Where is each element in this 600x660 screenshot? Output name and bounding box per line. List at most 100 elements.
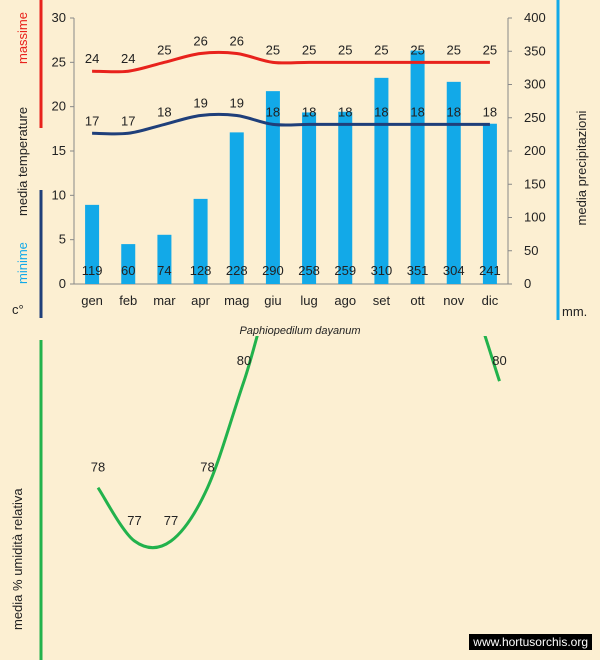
min-temp-label: 18 — [374, 104, 388, 119]
rain-bar — [482, 123, 497, 284]
right-tick-label: 200 — [524, 143, 546, 158]
x-tick-label: lug — [300, 293, 317, 308]
x-tick-label: dic — [482, 293, 499, 308]
left-tick-label: 10 — [52, 187, 66, 202]
rain-bar-label: 310 — [371, 263, 393, 278]
axis-label-minime: minime — [15, 242, 30, 284]
max-temp-label: 25 — [302, 42, 316, 57]
max-temp-label: 25 — [447, 42, 461, 57]
rain-bar-label: 228 — [226, 263, 248, 278]
max-temp-label: 25 — [410, 42, 424, 57]
left-unit-label: c° — [12, 302, 24, 317]
left-tick-label: 0 — [59, 276, 66, 291]
right-tick-label: 0 — [524, 276, 531, 291]
axis-label-massime: massime — [15, 12, 30, 64]
max-temp-label: 25 — [483, 42, 497, 57]
max-temp-label: 24 — [121, 51, 135, 66]
x-tick-label: ago — [334, 293, 356, 308]
humidity-data-labels: 787777788082818182838280 — [91, 353, 507, 528]
min-temp-line — [92, 112, 490, 136]
rain-bar — [85, 204, 100, 284]
right-axis-label: media precipitazioni — [574, 110, 589, 225]
rain-bar-label: 74 — [157, 263, 171, 278]
humidity-data-label: 80 — [237, 353, 251, 368]
max-temp-label: 26 — [230, 33, 244, 48]
rain-bar — [121, 244, 136, 284]
rain-bar — [338, 111, 353, 284]
rain-bar-label: 128 — [190, 263, 212, 278]
left-tick-label: 30 — [52, 10, 66, 25]
rain-bar — [193, 198, 208, 284]
max-temp-line — [92, 50, 490, 74]
rain-bar — [157, 234, 172, 284]
humidity-data-label: 80 — [492, 353, 506, 368]
rain-bars: 119 60 74 128 228 290 258 259 310 351 304 241 — [82, 50, 501, 285]
rain-bar-label: 304 — [443, 263, 465, 278]
rain-bar — [374, 77, 389, 284]
temperature-rain-panel: 0 5 10 15 20 25 30 0 50 100 150 200 250 300 350 400 11… — [12, 0, 589, 337]
x-tick-label: nov — [443, 293, 464, 308]
rain-bar — [229, 132, 244, 284]
min-temp-label: 17 — [121, 113, 135, 128]
rain-bar-label: 290 — [262, 263, 284, 278]
left-tick-label: 15 — [52, 143, 66, 158]
min-temp-label: 18 — [483, 104, 497, 119]
left-ticks: 0 5 10 15 20 25 30 — [52, 10, 74, 291]
max-temp-label: 25 — [338, 42, 352, 57]
left-tick-label: 20 — [52, 99, 66, 114]
x-tick-label: feb — [119, 293, 137, 308]
x-tick-label: apr — [191, 293, 210, 308]
rain-bar — [410, 50, 425, 285]
x-tick-label: gen — [81, 293, 103, 308]
rain-bar — [446, 81, 461, 284]
humidity-panel: media % umidità relativa 787777788082818… — [0, 336, 600, 660]
humidity-line — [96, 336, 501, 550]
x-tick-label: ott — [410, 293, 425, 308]
left-tick-label: 5 — [59, 232, 66, 247]
chart-title: Paphiopedilum dayanum — [239, 325, 361, 337]
right-tick-label: 150 — [524, 176, 546, 191]
min-temp-label: 18 — [266, 104, 280, 119]
x-tick-label: giu — [264, 293, 281, 308]
humidity-axis-label: media % umidità relativa — [10, 488, 25, 630]
rain-bar-label: 241 — [479, 263, 501, 278]
rain-bar — [302, 112, 317, 285]
rain-bar-label: 259 — [334, 263, 356, 278]
min-temp-label: 17 — [85, 113, 99, 128]
rain-bar-label: 351 — [407, 263, 429, 278]
x-tick-label: mar — [153, 293, 176, 308]
humidity-data-label: 78 — [91, 460, 105, 475]
max-temp-label: 25 — [157, 42, 171, 57]
min-temp-label: 19 — [193, 96, 207, 111]
temperature-rain-chart: 0 5 10 15 20 25 30 0 50 100 150 200 250 300 350 400 11… — [12, 0, 589, 320]
rain-bar — [265, 91, 280, 285]
min-temp-label: 18 — [157, 104, 171, 119]
right-tick-label: 350 — [524, 43, 546, 58]
right-tick-label: 300 — [524, 77, 546, 92]
min-temp-label: 18 — [447, 104, 461, 119]
humidity-data-label: 77 — [164, 513, 178, 528]
left-tick-label: 25 — [52, 54, 66, 69]
temp-lines: 24 24 25 26 26 25 25 25 25 25 25 25 17 17 18 19 19 18 18 18… — [85, 33, 497, 136]
right-tick-label: 250 — [524, 110, 546, 125]
x-tick-label: mag — [224, 293, 249, 308]
right-ticks: 0 50 100 150 200 250 300 350 400 — [508, 10, 546, 291]
axis-label-media-temperature: media temperature — [15, 107, 30, 216]
x-tick-label: set — [373, 293, 391, 308]
rain-bar-label: 258 — [298, 263, 320, 278]
min-temp-label: 18 — [338, 104, 352, 119]
right-tick-label: 100 — [524, 210, 546, 225]
rain-bar-label: 60 — [121, 263, 135, 278]
right-unit-label: mm. — [562, 304, 587, 319]
humidity-chart: media % umidità relativa 787777788082818… — [10, 336, 507, 660]
max-temp-label: 25 — [266, 42, 280, 57]
min-temp-label: 18 — [302, 104, 316, 119]
min-temp-label: 18 — [410, 104, 424, 119]
x-tick-labels: gen feb mar apr mag giu lug ago set ott nov dic — [81, 293, 498, 308]
max-temp-label: 24 — [85, 51, 99, 66]
max-temp-label: 25 — [374, 42, 388, 57]
max-temp-label: 26 — [193, 33, 207, 48]
watermark: www.hortusorchis.org — [469, 634, 592, 650]
humidity-data-label: 78 — [200, 460, 214, 475]
humidity-data-label: 77 — [127, 513, 141, 528]
